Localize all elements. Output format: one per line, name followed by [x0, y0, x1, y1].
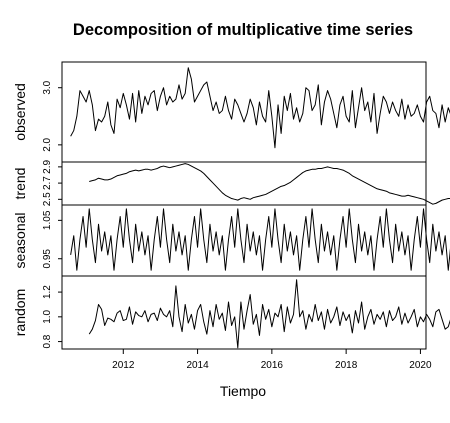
trend-ytick-label: 2.7 [42, 176, 53, 190]
seasonal-ylabel: seasonal [12, 212, 28, 268]
panel-trend: trend 2.5 2.7 2.9 [12, 159, 450, 206]
random-series-line [88, 279, 450, 349]
x-axis: 2012 2014 2016 2018 2020 [112, 348, 432, 371]
seasonal-series-line [70, 208, 450, 271]
seasonal-ytick-label: 1.05 [42, 210, 53, 230]
trend-series-line [89, 163, 450, 205]
panel-random: random 0.8 1.0 1.2 [12, 275, 450, 350]
trend-ytick-label: 2.5 [42, 192, 53, 206]
panel-observed: observed 2.0 3.0 [12, 61, 450, 163]
trend-ylabel: trend [12, 168, 28, 200]
observed-ytick-label: 3.0 [42, 80, 53, 94]
seasonal-ytick-label: 0.95 [42, 249, 53, 269]
x-tick-label: 2020 [409, 360, 432, 371]
observed-ylabel: observed [12, 83, 28, 141]
x-tick-label: 2014 [186, 360, 209, 371]
random-ytick-label: 0.8 [42, 334, 53, 348]
random-ytick-label: 1.2 [42, 285, 53, 299]
random-ylabel: random [12, 289, 28, 336]
random-ytick-label: 1.0 [42, 309, 53, 323]
x-tick-label: 2018 [335, 360, 358, 371]
panel-seasonal: seasonal 0.95 1.05 [12, 204, 450, 277]
x-axis-label: Tiempo [220, 383, 266, 399]
observed-ytick-label: 2.0 [42, 137, 53, 151]
panels-layer: observed 2.0 3.0 trend 2.5 2.7 2.9 seasonal 0.95… [12, 61, 450, 350]
x-tick-label: 2016 [261, 360, 284, 371]
observed-series-line [70, 67, 450, 149]
x-tick-label: 2012 [112, 360, 135, 371]
trend-ytick-label: 2.9 [42, 159, 53, 173]
chart-title: Decomposition of multiplicative time ser… [73, 21, 413, 39]
panel-frame [61, 161, 427, 206]
panel-frame [61, 61, 427, 163]
